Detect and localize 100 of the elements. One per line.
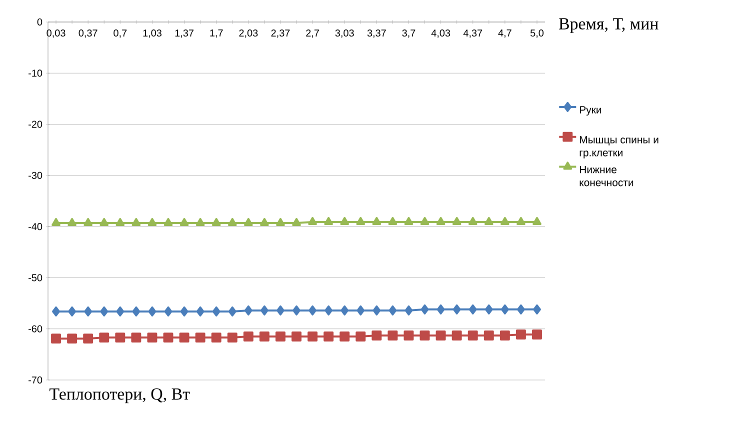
point — [180, 306, 188, 316]
y-tick-label: -70 — [28, 376, 42, 384]
point — [196, 218, 205, 226]
x-tick-label: 3,37 — [367, 30, 386, 38]
point — [195, 332, 206, 343]
point — [84, 306, 92, 316]
point — [132, 306, 140, 316]
point — [372, 305, 381, 316]
point — [148, 218, 157, 226]
point — [436, 330, 446, 340]
point — [244, 305, 252, 316]
point — [500, 330, 510, 340]
point — [340, 305, 349, 316]
point — [68, 218, 77, 226]
point — [52, 306, 60, 316]
x-tick-label: 3,7 — [402, 30, 416, 38]
point — [227, 332, 238, 343]
x-axis-title: Время, Т, мин — [558, 18, 658, 33]
point — [115, 332, 126, 343]
point — [259, 332, 270, 342]
x-tick-label: 2,03 — [239, 30, 258, 38]
point — [84, 218, 93, 226]
point — [179, 332, 190, 343]
point — [308, 216, 317, 225]
point — [131, 332, 142, 343]
text: Теплопотери, Q, Вт — [50, 388, 190, 404]
legend-label: Нижние конечности — [580, 166, 634, 186]
point — [420, 304, 429, 314]
point — [260, 218, 269, 226]
y-tick-label: -60 — [28, 325, 42, 332]
point — [276, 218, 285, 226]
y-tick-label: -40 — [28, 223, 42, 230]
point — [148, 306, 156, 316]
point — [500, 304, 509, 314]
point — [276, 305, 284, 316]
point — [260, 305, 268, 316]
point — [163, 332, 174, 343]
point — [468, 330, 478, 340]
point — [516, 304, 525, 314]
point — [468, 304, 477, 314]
point — [51, 334, 62, 344]
point — [67, 334, 78, 344]
x-tick-label: 4,03 — [431, 30, 450, 38]
x-tick-label: 0,03 — [46, 30, 66, 38]
y-tick-label: -30 — [28, 172, 42, 179]
y-tick-label: -50 — [28, 274, 42, 282]
point — [484, 304, 493, 314]
point — [452, 216, 462, 225]
x-tick-label: 1,7 — [210, 30, 223, 38]
point — [372, 330, 382, 340]
point — [324, 305, 333, 316]
point — [468, 216, 478, 225]
point — [436, 304, 445, 314]
point — [83, 334, 94, 344]
point — [404, 330, 414, 340]
point — [164, 306, 172, 316]
point — [308, 305, 317, 316]
point — [324, 332, 334, 342]
point — [292, 218, 301, 226]
point — [356, 216, 366, 225]
x-tick-label: 4,7 — [498, 30, 512, 38]
point — [275, 332, 286, 342]
x-tick-label: 0,7 — [114, 30, 127, 38]
point — [243, 332, 254, 342]
point — [100, 306, 108, 316]
y-tick-label: 0 — [37, 18, 42, 26]
x-tick-label: 5,0 — [530, 30, 544, 38]
point — [147, 332, 158, 343]
point — [228, 306, 236, 316]
point — [356, 332, 366, 342]
x-tick-label: 0,37 — [78, 30, 98, 38]
point — [452, 304, 461, 314]
point — [404, 216, 414, 225]
point — [116, 218, 125, 226]
point — [532, 329, 542, 340]
point — [533, 304, 541, 314]
point — [436, 216, 446, 225]
point — [68, 306, 76, 316]
x-tick-label: 3,03 — [335, 30, 354, 38]
point — [420, 330, 430, 340]
point — [452, 330, 462, 340]
point — [404, 305, 413, 316]
point — [340, 216, 350, 225]
point — [244, 218, 253, 226]
point — [99, 332, 110, 343]
point — [52, 218, 60, 226]
point — [180, 218, 189, 226]
point — [292, 305, 300, 316]
point — [372, 216, 382, 225]
x-tick-label: 1,03 — [143, 30, 162, 38]
point — [292, 332, 302, 342]
x-tick-label: 4,37 — [463, 30, 482, 38]
x-tick-label: 2,7 — [306, 30, 319, 38]
point — [116, 306, 124, 316]
point — [100, 218, 109, 226]
point — [484, 216, 494, 225]
point — [356, 305, 365, 316]
point — [484, 330, 494, 340]
y-tick-label: -10 — [28, 70, 42, 77]
x-tick-label: 1,37 — [175, 30, 194, 38]
